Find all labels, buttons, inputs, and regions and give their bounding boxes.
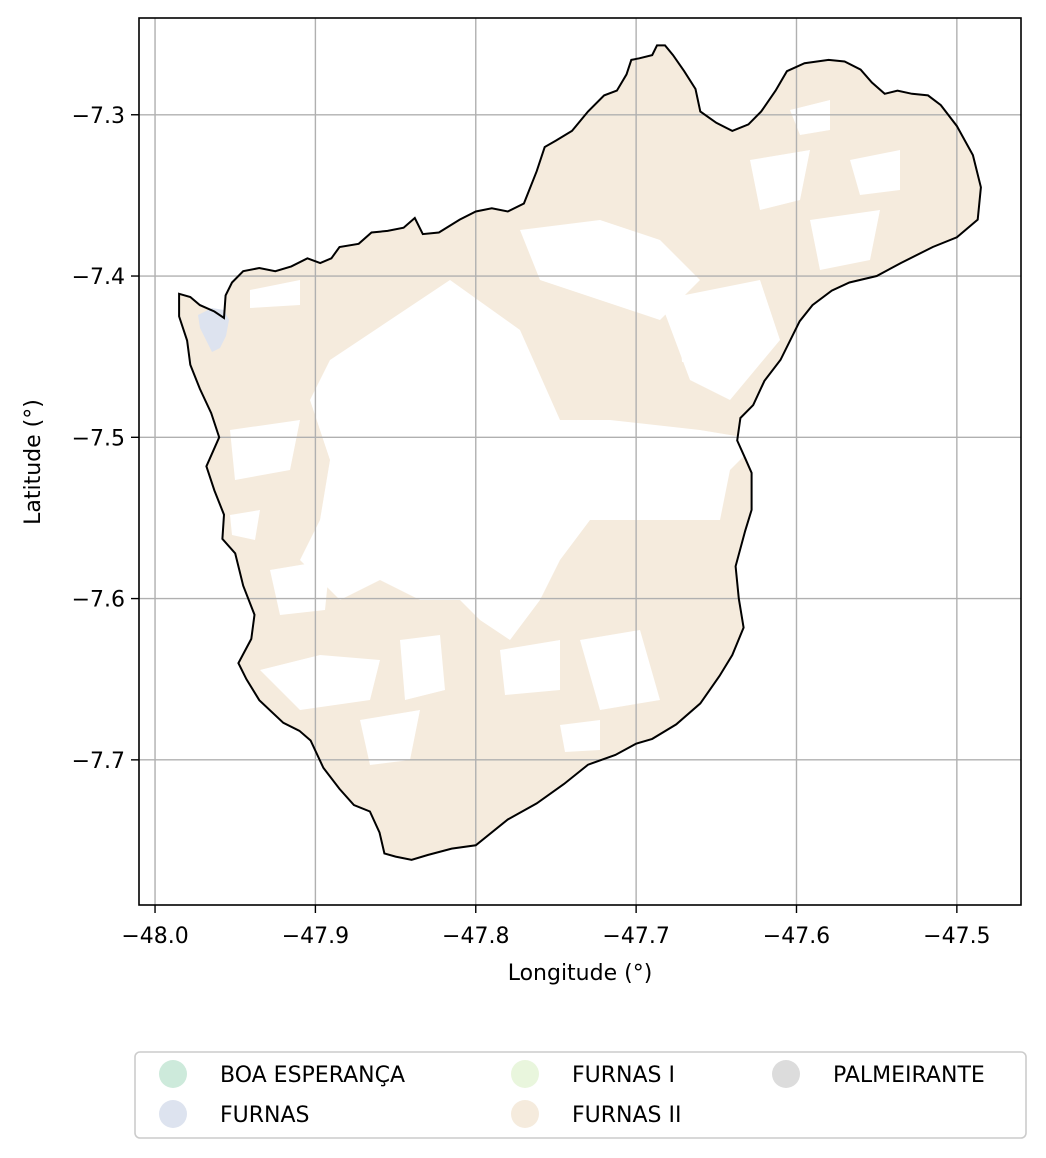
- gap-ne-4: [790, 100, 830, 135]
- legend-item: FURNAS II: [511, 1100, 681, 1128]
- gap-northeast: [660, 280, 780, 400]
- gap-sw-1: [260, 655, 380, 710]
- y-tick-label: −7.3: [72, 104, 125, 129]
- x-tick-label: −47.9: [282, 924, 349, 949]
- legend-label: FURNAS II: [572, 1103, 681, 1128]
- axes-frame: [138, 17, 1022, 906]
- municipality-boundary: [178, 44, 982, 861]
- legend: BOA ESPERANÇA FURNAS FURNAS I FURNAS II PALM…: [134, 1051, 1027, 1139]
- x-tick-label: −47.7: [602, 924, 669, 949]
- legend-marker: [511, 1100, 539, 1128]
- x-tick-label: −47.5: [923, 924, 990, 949]
- legend-marker: [511, 1060, 539, 1088]
- gap-ne-2: [810, 210, 880, 270]
- y-tick-label: −7.5: [72, 426, 125, 451]
- legend-item: FURNAS I: [511, 1060, 675, 1088]
- y-tick-label: −7.6: [72, 588, 125, 613]
- legend-label: FURNAS: [220, 1103, 310, 1128]
- region-gaps: [230, 100, 900, 765]
- gap-west-1: [250, 280, 300, 308]
- gap-east-1: [630, 478, 665, 514]
- gap-east-2: [680, 325, 710, 362]
- legend-item: PALMEIRANTE: [772, 1060, 985, 1088]
- grid: [139, 18, 1021, 905]
- legend-label: PALMEIRANTE: [833, 1063, 985, 1088]
- legend-marker: [159, 1100, 187, 1128]
- x-tick-label: −48.0: [121, 924, 188, 949]
- gap-west-2: [230, 420, 300, 480]
- gap-ne-3: [850, 150, 900, 195]
- x-axis-ticks: −48.0 −47.9 −47.8 −47.7 −47.6 −47.5: [121, 905, 991, 949]
- gap-sw-2: [400, 635, 445, 700]
- x-axis-title: Longitude (°): [508, 961, 653, 986]
- legend-items: BOA ESPERANÇA FURNAS FURNAS I FURNAS II PALM…: [159, 1060, 985, 1128]
- gap-west-3: [230, 510, 260, 540]
- gap-south-4: [560, 720, 600, 752]
- y-axis-title: Latitude (°): [21, 399, 46, 525]
- x-tick-label: −47.8: [442, 924, 509, 949]
- legend-box: [134, 1051, 1027, 1139]
- legend-marker: [159, 1060, 187, 1088]
- gap-south-2: [500, 640, 560, 695]
- gap-north: [520, 220, 700, 320]
- gap-south-3: [360, 710, 420, 765]
- furnas-region: [198, 308, 229, 352]
- legend-marker: [772, 1060, 800, 1088]
- gap-central: [300, 280, 760, 640]
- y-tick-label: −7.4: [72, 265, 125, 290]
- legend-label: FURNAS I: [572, 1063, 675, 1088]
- y-tick-label: −7.7: [72, 749, 125, 774]
- furnas-ii-region: [179, 45, 981, 860]
- x-tick-label: −47.6: [763, 924, 830, 949]
- legend-label: BOA ESPERANÇA: [220, 1063, 405, 1088]
- legend-item: BOA ESPERANÇA: [159, 1060, 405, 1088]
- y-axis-ticks: −7.3 −7.4 −7.5 −7.6 −7.7: [72, 104, 139, 774]
- gap-south-1: [580, 630, 660, 710]
- legend-item: FURNAS: [159, 1100, 310, 1128]
- gap-ne-1: [750, 150, 810, 210]
